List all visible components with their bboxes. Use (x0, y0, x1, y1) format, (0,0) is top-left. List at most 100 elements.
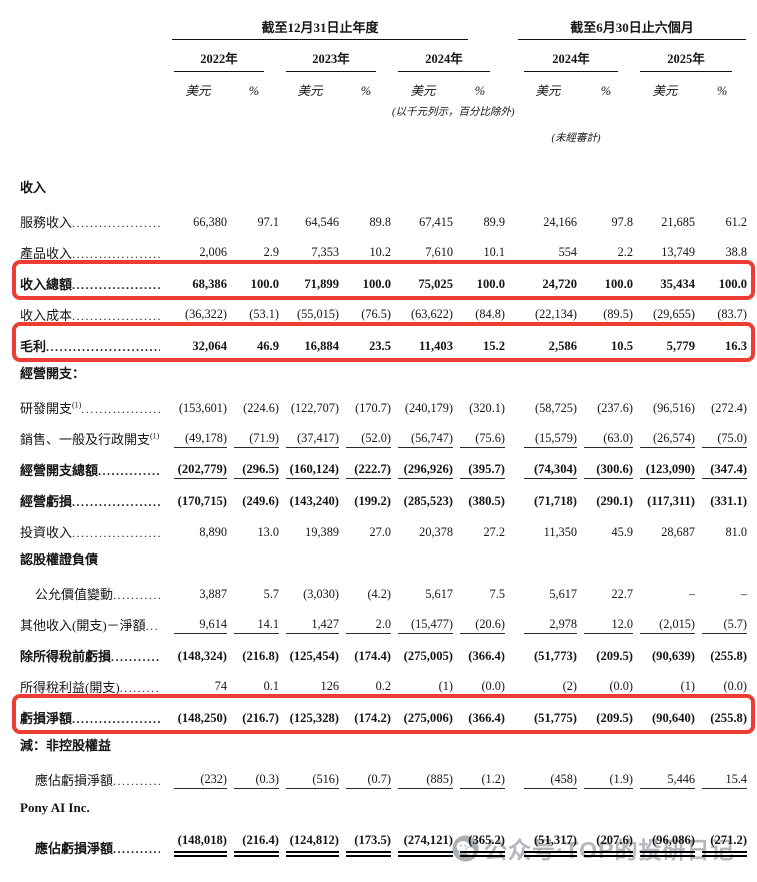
value-percent: (0.3) (228, 762, 280, 793)
value-usd: 5,446 (634, 762, 696, 793)
value-percent: 100.0 (250, 277, 279, 291)
value-usd: (148,324) (177, 649, 227, 663)
value-usd: 64,546 (305, 215, 339, 229)
value-percent: (209.5) (596, 649, 634, 663)
value-percent: (75.6) (454, 421, 506, 452)
value-percent: 10.1 (454, 235, 506, 266)
value-percent: 2.0 (340, 607, 392, 638)
value-usd: 9,614 (168, 607, 228, 638)
income-statement-table: 截至12月31日止年度 截至6月30日止六個月 2022年 2023年 2024… (20, 16, 748, 861)
value-usd: (124,812) (280, 824, 340, 861)
table-row: 收入成本(36,322)(53.1)(55,015)(76.5)(63,622)… (20, 297, 748, 328)
value-usd: (15,579) (518, 421, 578, 452)
subcolumn-header-row: 美元% 美元% 美元% 美元% 美元% (20, 72, 748, 99)
row-label: 銷售、一般及行政開支(1) (20, 421, 168, 452)
value-percent: 22.7 (611, 587, 634, 601)
value-usd: (148,018) (168, 824, 228, 861)
value-usd: (148,250) (177, 711, 227, 725)
value-percent: 5.7 (263, 587, 279, 601)
dot-leader (72, 247, 160, 262)
period-group-row: 截至12月31日止年度 截至6月30日止六個月 (20, 16, 748, 40)
value-percent: (320.1) (469, 401, 506, 415)
value-percent: (331.1) (710, 494, 748, 508)
value-usd: (96,086) (634, 824, 696, 861)
value-usd: 2,586 (548, 339, 578, 353)
table-row: 經營開支總額(202,779)(296.5)(160,124)(222.7)(2… (20, 452, 748, 483)
value-percent: 81.0 (725, 525, 748, 539)
wechat-icon (452, 834, 479, 862)
value-percent: (83.7) (696, 297, 748, 328)
value-usd: 5,617 (425, 587, 453, 601)
section-row: Pony AI Inc. (20, 793, 748, 824)
dot-leader (113, 588, 160, 603)
value-percent: 100.0 (718, 277, 748, 291)
year-2025-interim: 2025年 (634, 40, 748, 72)
value-percent: (255.8) (710, 711, 748, 725)
value-percent: (71.9) (228, 421, 280, 452)
subcol-currency: 美元 (297, 84, 323, 98)
value-percent: (272.4) (711, 401, 748, 415)
value-usd: (125,328) (289, 711, 339, 725)
value-usd: 3,887 (199, 587, 227, 601)
value-percent: (347.4) (696, 452, 748, 483)
value-percent: (76.5) (340, 297, 392, 328)
section-row: 認股權證負債 (20, 545, 748, 576)
value-percent: (365.2) (454, 824, 506, 861)
section-row: 經營開支： (20, 359, 748, 390)
table-row: 經營虧損 (170,715) (249.6) (143,240) (199.2) (285… (20, 483, 748, 514)
subcol-percent: % (716, 84, 728, 98)
value-percent: (0.7) (340, 762, 392, 793)
watermark: 公众号·TOP的投研日记 (452, 831, 735, 865)
value-usd: (90,640) (651, 711, 696, 725)
value-percent: 100.0 (604, 277, 634, 291)
value-percent: (173.5) (340, 824, 392, 861)
value-usd: 35,434 (660, 277, 696, 291)
dot-leader (146, 619, 160, 634)
period-group-interim: 截至6月30日止六個月 (518, 16, 748, 40)
value-usd: (516) (280, 762, 340, 793)
value-usd: 5,779 (666, 339, 696, 353)
value-usd: (56,747) (392, 421, 454, 452)
units-note: (以千元列示，百分比除外) (392, 107, 515, 118)
row-label: 毛利 (20, 328, 168, 359)
dot-leader (111, 650, 160, 665)
value-percent: 10.2 (340, 235, 392, 266)
dot-leader (81, 402, 160, 417)
value-usd: (36,322) (168, 297, 228, 328)
value-percent: (395.7) (454, 452, 506, 483)
value-usd: (275,006) (403, 711, 453, 725)
value-percent: (237.6) (597, 401, 634, 415)
row-label: 減：非控股權益 (20, 738, 112, 753)
table-row: 銷售、一般及行政開支(1)(49,178)(71.9)(37,417)(52.0… (20, 421, 748, 452)
value-usd: 67,415 (419, 215, 453, 229)
value-percent: 15.4 (696, 762, 748, 793)
value-usd: 32,064 (192, 339, 227, 353)
value-percent: 38.8 (696, 235, 748, 266)
value-percent: – (740, 587, 748, 601)
value-percent: 61.2 (725, 215, 748, 229)
value-usd: (58,725) (535, 401, 578, 415)
value-percent: 89.8 (369, 215, 391, 229)
value-percent: 0.2 (340, 669, 392, 700)
value-usd: (2) (518, 669, 578, 700)
row-label: 研發開支(1) (20, 390, 168, 421)
value-usd: 7,353 (280, 235, 340, 266)
value-percent: (271.2) (696, 824, 748, 861)
value-usd: (202,779) (168, 452, 228, 483)
value-percent: (222.7) (340, 452, 392, 483)
value-usd: 19,389 (305, 525, 339, 539)
table-row: 應佔虧損淨額(148,018)(216.4)(124,812)(173.5)(2… (20, 824, 748, 861)
value-percent: (380.5) (468, 494, 506, 508)
header-spacer (20, 145, 748, 173)
table-row: 服務收入 66,380 97.1 64,546 89.8 67,415 89.9 24,166… (20, 204, 748, 235)
value-usd: 5,617 (549, 587, 578, 601)
value-percent: 0.1 (228, 669, 280, 700)
year-2024-interim: 2024年 (518, 40, 634, 72)
dot-leader (98, 464, 160, 479)
dot-leader (120, 681, 160, 696)
value-usd: (123,090) (634, 452, 696, 483)
value-usd: (143,240) (289, 494, 339, 508)
value-percent: (224.6) (243, 401, 279, 415)
value-usd: 20,378 (419, 525, 453, 539)
